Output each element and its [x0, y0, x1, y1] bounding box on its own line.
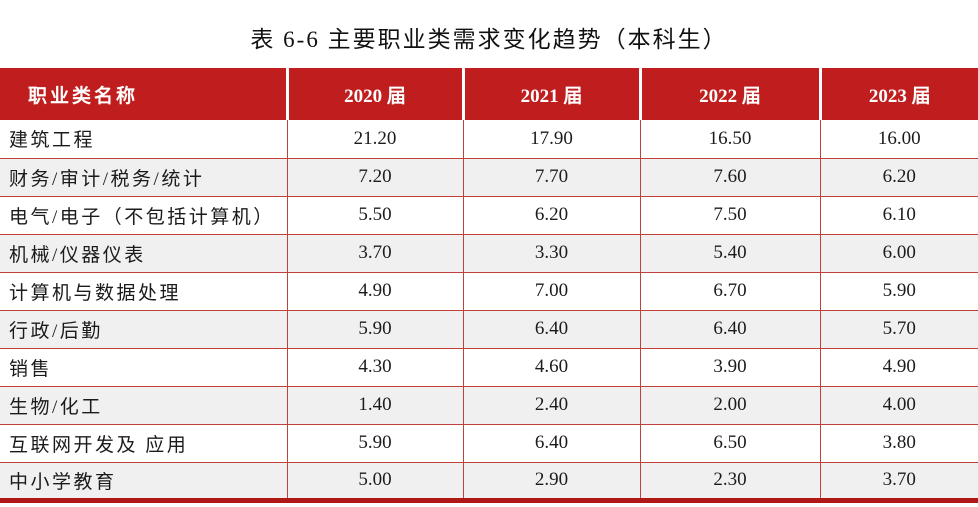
value-cell: 6.40 [462, 423, 640, 462]
column-header-2022: 2022 届 [638, 68, 820, 120]
value-cell: 21.20 [286, 120, 463, 158]
table-header: 职业类名称 2020 届 2021 届 2022 届 2023 届 [0, 68, 978, 120]
value-cell: 2.30 [639, 461, 820, 500]
value-cell: 6.50 [639, 423, 820, 462]
value-cell: 6.20 [462, 195, 640, 234]
value-cell: 4.30 [286, 347, 463, 386]
table-row: 行政/后勤 5.90 6.40 6.40 5.70 [0, 309, 978, 348]
header-row: 职业类名称 2020 届 2021 届 2022 届 2023 届 [0, 68, 978, 120]
value-cell: 3.30 [462, 233, 640, 272]
value-cell: 7.50 [639, 195, 820, 234]
value-cell: 6.40 [639, 309, 820, 348]
value-cell: 3.70 [819, 461, 978, 500]
demand-trend-table: 职业类名称 2020 届 2021 届 2022 届 2023 届 建筑工程 2… [0, 68, 978, 503]
row-label-cell: 机械/仪器仪表 [0, 233, 287, 272]
value-cell: 6.10 [819, 195, 978, 234]
table-row: 财务/审计/税务/统计 7.20 7.70 7.60 6.20 [0, 157, 978, 196]
table-row: 互联网开发及 应用 5.90 6.40 6.50 3.80 [0, 423, 978, 462]
value-cell: 7.00 [462, 271, 640, 310]
page-title: 表 6-6 主要职业类需求变化趋势（本科生） [250, 27, 728, 52]
table-row: 电气/电子（不包括计算机） 5.50 6.20 7.50 6.10 [0, 195, 978, 234]
value-cell: 6.00 [819, 233, 978, 272]
value-cell: 7.20 [286, 157, 463, 196]
value-cell: 5.90 [286, 423, 463, 462]
value-cell: 4.90 [286, 271, 463, 310]
row-label-cell: 中小学教育 [0, 461, 287, 500]
row-label-cell: 行政/后勤 [0, 309, 287, 348]
column-header-2020: 2020 届 [285, 68, 463, 120]
value-cell: 2.00 [639, 385, 820, 424]
value-cell: 2.40 [462, 385, 640, 424]
table-row: 生物/化工 1.40 2.40 2.00 4.00 [0, 385, 978, 424]
row-label-cell: 计算机与数据处理 [0, 271, 287, 310]
value-cell: 5.00 [286, 461, 463, 500]
value-cell: 5.70 [819, 309, 978, 348]
table-row: 销售 4.30 4.60 3.90 4.90 [0, 347, 978, 386]
value-cell: 5.40 [639, 233, 820, 272]
value-cell: 7.70 [462, 157, 640, 196]
value-cell: 6.70 [639, 271, 820, 310]
column-header-2023: 2023 届 [818, 68, 978, 120]
value-cell: 3.90 [639, 347, 820, 386]
row-label-cell: 生物/化工 [0, 385, 287, 424]
table-row: 建筑工程 21.20 17.90 16.50 16.00 [0, 120, 978, 158]
value-cell: 7.60 [639, 157, 820, 196]
column-header-occupation: 职业类名称 [0, 68, 287, 120]
row-label-cell: 建筑工程 [0, 120, 287, 158]
value-cell: 3.80 [819, 423, 978, 462]
value-cell: 5.90 [819, 271, 978, 310]
value-cell: 1.40 [286, 385, 463, 424]
value-cell: 2.90 [462, 461, 640, 500]
table-row: 机械/仪器仪表 3.70 3.30 5.40 6.00 [0, 233, 978, 272]
table-row: 中小学教育 5.00 2.90 2.30 3.70 [0, 461, 978, 500]
value-cell: 17.90 [462, 120, 640, 158]
value-cell: 16.50 [639, 120, 820, 158]
row-label-cell: 财务/审计/税务/统计 [0, 157, 287, 196]
column-header-2021: 2021 届 [461, 68, 640, 120]
row-label-cell: 互联网开发及 应用 [0, 423, 287, 462]
value-cell: 3.70 [286, 233, 463, 272]
row-label-cell: 电气/电子（不包括计算机） [0, 195, 287, 234]
value-cell: 6.20 [819, 157, 978, 196]
value-cell: 5.90 [286, 309, 463, 348]
value-cell: 4.00 [819, 385, 978, 424]
value-cell: 16.00 [819, 120, 978, 158]
value-cell: 6.40 [462, 309, 640, 348]
row-label-cell: 销售 [0, 347, 287, 386]
table-row: 计算机与数据处理 4.90 7.00 6.70 5.90 [0, 271, 978, 310]
value-cell: 4.60 [462, 347, 640, 386]
value-cell: 5.50 [286, 195, 463, 234]
value-cell: 4.90 [819, 347, 978, 386]
table-body: 建筑工程 21.20 17.90 16.50 16.00 财务/审计/税务/统计… [0, 120, 978, 500]
